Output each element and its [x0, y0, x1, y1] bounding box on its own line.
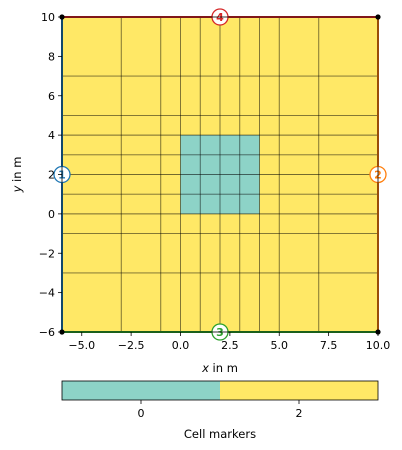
y-tick-label: 4 — [48, 129, 55, 142]
x-tick-label: 7.5 — [320, 339, 338, 352]
y-tick-label: 0 — [48, 208, 55, 221]
boundary-marker-label: 3 — [216, 326, 224, 339]
colorbar-tick-label: 2 — [296, 407, 303, 420]
colorbar-segment-2 — [220, 381, 378, 400]
x-tick-label: −5.0 — [68, 339, 95, 352]
x-tick-label: −2.5 — [118, 339, 145, 352]
x-tick-label: 0.0 — [172, 339, 190, 352]
colorbar-tick-label: 0 — [138, 407, 145, 420]
y-tick-label: 8 — [48, 50, 55, 63]
y-tick-label: −4 — [39, 287, 55, 300]
y-tick-label: 10 — [41, 11, 55, 24]
plot-area: 1 234 — [53, 8, 387, 341]
y-axis: −6 −4 −2 0 2 4 6 8 10 — [39, 11, 62, 339]
y-tick-label: −2 — [39, 247, 55, 260]
colorbar-segment-0 — [62, 381, 220, 400]
x-axis-label: x in m — [201, 361, 238, 375]
x-axis: −5.0 −2.5 0.0 2.5 5.0 7.5 10.0 — [68, 332, 390, 352]
y-tick-label: 2 — [48, 169, 55, 182]
colorbar-label: Cell markers — [184, 427, 256, 441]
colorbar-frame — [61, 380, 379, 401]
boundary-marker-label: 4 — [216, 11, 224, 24]
y-tick-label: −6 — [39, 326, 55, 339]
x-tick-label: 5.0 — [271, 339, 289, 352]
y-axis-label: y in m — [10, 157, 24, 194]
x-tick-label: 2.5 — [221, 339, 239, 352]
y-tick-label: 6 — [48, 90, 55, 103]
x-tick-label: 10.0 — [366, 339, 391, 352]
